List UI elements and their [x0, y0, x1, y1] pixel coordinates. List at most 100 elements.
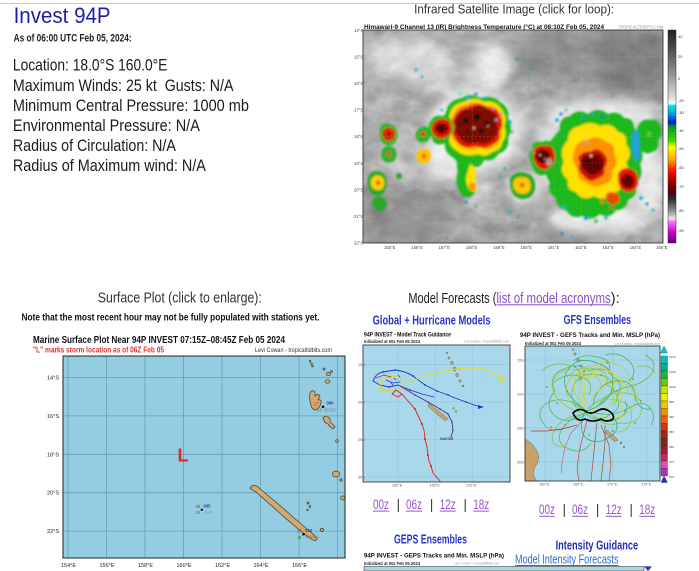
svg-text:06z: 06z [406, 496, 422, 512]
svg-text:-40: -40 [678, 128, 685, 133]
svg-text:Levi Cowan - tropicaltidbits.c: Levi Cowan - tropicaltidbits.com [615, 342, 660, 346]
svg-text:Initialized at 00z Feb 05 2024: Initialized at 00z Feb 05 2024 [364, 561, 420, 566]
svg-text:As of 06:00 UTC Feb 05, 2024:: As of 06:00 UTC Feb 05, 2024: [14, 32, 132, 44]
svg-text:060: 060 [327, 401, 335, 406]
svg-text:19°S: 19°S [354, 161, 363, 166]
svg-text:162°E: 162°E [215, 563, 230, 569]
svg-text:20°S: 20°S [354, 187, 363, 192]
svg-text:12z: 12z [440, 496, 456, 512]
svg-text:L: L [178, 446, 189, 466]
svg-text:Model Forecasts (: Model Forecasts ( [408, 291, 496, 307]
svg-text:NAVGM: NAVGM [440, 437, 453, 441]
svg-text:165°E: 165°E [430, 484, 441, 488]
svg-text:990: 990 [669, 415, 674, 419]
svg-text:17°S: 17°S [354, 108, 363, 113]
svg-text:Infrared Satellite Image (clic: Infrared Satellite Image (click for loop… [414, 1, 614, 16]
svg-text:Surface Plot (click to enlarge: Surface Plot (click to enlarge): [98, 291, 262, 307]
svg-text:Levi Cowan - tropicaltidbits.c: Levi Cowan - tropicaltidbits.com [454, 562, 499, 566]
svg-text:00z: 00z [373, 496, 389, 512]
svg-text:157°E: 157°E [439, 245, 451, 250]
svg-text:22°S: 22°S [354, 241, 363, 246]
svg-text:158°E: 158°E [138, 563, 153, 569]
svg-text:14°S: 14°S [354, 28, 363, 33]
svg-text:160°E: 160°E [392, 484, 403, 488]
svg-text:27: 27 [314, 402, 319, 407]
svg-text:25S: 25S [358, 438, 365, 442]
svg-text:160°E: 160°E [177, 563, 192, 569]
svg-text:170°E: 170°E [466, 484, 477, 488]
svg-text:-90: -90 [678, 228, 685, 233]
svg-text:94P INVEST - GEPS Tracks and M: 94P INVEST - GEPS Tracks and Min. MSLP (… [364, 554, 504, 560]
svg-text:164°E: 164°E [254, 563, 269, 569]
svg-text:163°E: 163°E [602, 245, 614, 250]
svg-text:985: 985 [669, 430, 674, 434]
svg-text:-70: -70 [678, 184, 685, 189]
svg-text:Minimum Central Pressure: 1000: Minimum Central Pressure: 1000 mb [13, 97, 249, 115]
svg-text:Himawari-9 Channel 13 (IR) Bri: Himawari-9 Channel 13 (IR) Brightness Te… [364, 24, 605, 31]
svg-text:970: 970 [669, 475, 674, 479]
svg-text:20S: 20S [358, 400, 365, 404]
svg-text:166°E: 166°E [292, 563, 307, 569]
svg-text:18°S: 18°S [354, 134, 363, 139]
svg-text:164°E: 164°E [630, 245, 642, 250]
svg-text:Levi Cowan - tropicaltidbits.c: Levi Cowan - tropicaltidbits.com [255, 347, 332, 354]
svg-text:156°E: 156°E [411, 245, 423, 250]
svg-text:170°E: 170°E [607, 483, 618, 487]
svg-text:00z: 00z [539, 501, 555, 517]
svg-text:15S: 15S [358, 363, 365, 367]
svg-text:Global + Hurricane Models: Global + Hurricane Models [373, 312, 491, 327]
svg-text:160°E: 160°E [539, 483, 550, 487]
svg-text:BVSS: BVSS [325, 408, 336, 413]
svg-text:160°E: 160°E [521, 245, 533, 250]
svg-text:21°S: 21°S [354, 214, 363, 219]
svg-text:GEPS Ensembles: GEPS Ensembles [394, 532, 467, 547]
svg-text:20: 20 [678, 54, 683, 59]
svg-text:035: 035 [204, 504, 212, 509]
svg-text:161°E: 161°E [548, 245, 560, 250]
svg-text:12z: 12z [606, 501, 622, 517]
svg-text:40: 40 [678, 34, 683, 39]
svg-text:165°E: 165°E [573, 483, 584, 487]
svg-text:|: | [629, 501, 633, 517]
svg-text:20°S: 20°S [47, 491, 59, 497]
svg-text:18z: 18z [473, 496, 489, 512]
svg-text:159°E: 159°E [493, 245, 505, 250]
svg-text:Model Intensity Forecasts: Model Intensity Forecasts [515, 552, 619, 566]
svg-text:18°S: 18°S [47, 452, 59, 458]
svg-text:155°E: 155°E [384, 245, 396, 250]
svg-text:Location: 18.0°S 160.0°E: Location: 18.0°S 160.0°E [13, 57, 168, 75]
svg-text:94P INVEST - GEFS Tracks and M: 94P INVEST - GEFS Tracks and Min. MSLP (… [520, 333, 660, 339]
svg-text:25S: 25S [517, 427, 524, 431]
svg-text:|: | [463, 496, 467, 512]
svg-text:16°S: 16°S [47, 414, 59, 420]
svg-text:Marine Surface Plot Near 94P I: Marine Surface Plot Near 94P INVEST 07:1… [33, 335, 285, 346]
svg-text:162°E: 162°E [575, 245, 587, 250]
svg-text:1010: 1010 [669, 355, 676, 359]
svg-text:Levi Cowan - tropicaltidbits.c: Levi Cowan - tropicaltidbits.com [464, 340, 509, 344]
svg-text:980: 980 [669, 445, 674, 449]
svg-text:Initialized at 00z Feb 05 2024: Initialized at 00z Feb 05 2024 [525, 341, 581, 346]
svg-text:Radius of Circulation: N/A: Radius of Circulation: N/A [13, 137, 176, 155]
svg-text:28: 28 [196, 510, 201, 515]
svg-text:14°S: 14°S [47, 376, 59, 382]
svg-text:94P INVEST - Model Track Guida: 94P INVEST - Model Track Guidance [364, 333, 452, 339]
svg-text:Environmental Pressure: N/A: Environmental Pressure: N/A [13, 117, 200, 135]
svg-text:30S: 30S [358, 475, 365, 479]
svg-text:995: 995 [669, 400, 674, 404]
svg-text:15°S: 15°S [354, 54, 363, 59]
svg-text:-30: -30 [678, 110, 685, 115]
svg-text:Radius of Maximum wind: N/A: Radius of Maximum wind: N/A [13, 157, 206, 175]
svg-text:0: 0 [678, 76, 681, 81]
svg-text:TROPICALTIDBITS.COM: TROPICALTIDBITS.COM [618, 25, 663, 31]
svg-text:Intensity Guidance: Intensity Guidance [556, 538, 639, 553]
svg-text:GFS Ensembles: GFS Ensembles [564, 312, 632, 327]
svg-text:156°E: 156°E [100, 563, 115, 569]
svg-text:06z: 06z [572, 501, 588, 517]
svg-text:Initialized at 00z Feb 05 2024: Initialized at 00z Feb 05 2024 [364, 339, 420, 344]
svg-text:Invest 94P: Invest 94P [14, 3, 111, 28]
svg-text:Note that the most recent hour: Note that the most recent hour may not b… [22, 313, 320, 324]
svg-text:-80: -80 [678, 208, 685, 213]
svg-text:-60: -60 [678, 165, 685, 170]
svg-text:Maximum Winds: 25 kt Gusts: N: Maximum Winds: 25 kt Gusts: N/A [13, 77, 234, 95]
svg-text:175°E: 175°E [641, 483, 652, 487]
